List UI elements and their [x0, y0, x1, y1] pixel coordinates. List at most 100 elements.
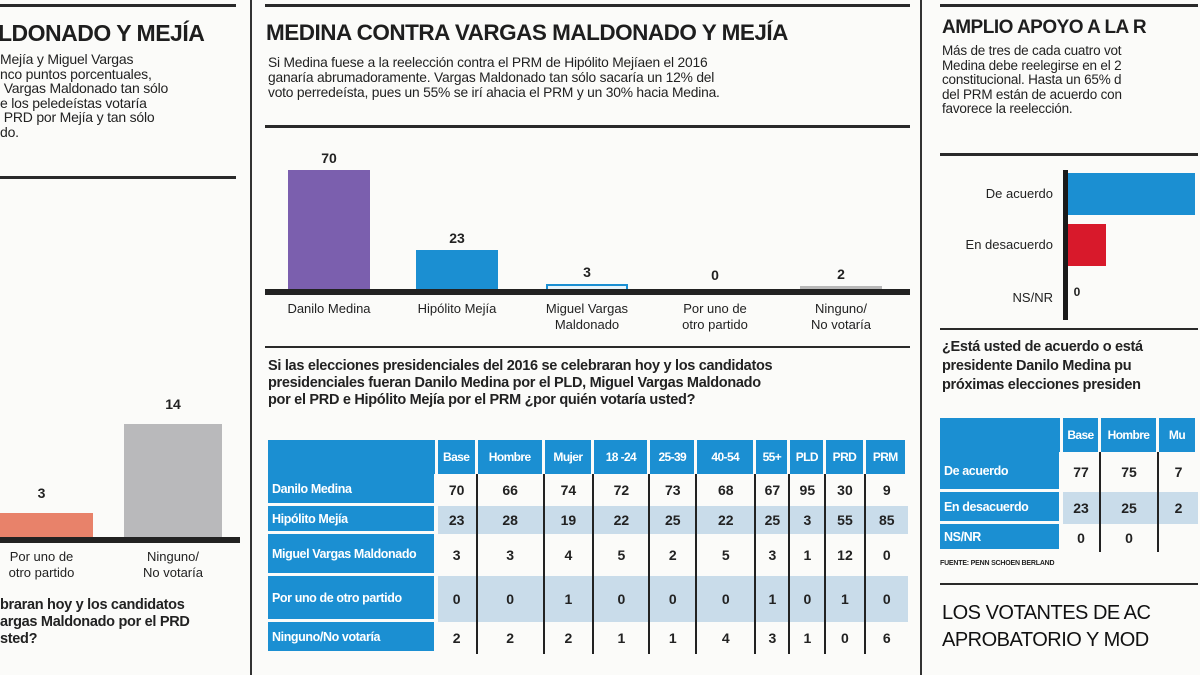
data-label: 23	[449, 229, 465, 246]
intro-rule	[265, 125, 910, 128]
table-row: Miguel Vargas Maldonado 3 3 4 5 2 5 3 1 12 0	[268, 534, 908, 576]
table-cell: 0	[1063, 524, 1101, 552]
column-header: Mu	[1159, 418, 1198, 452]
table-cell: 67	[756, 474, 791, 506]
table-cell: 4	[545, 534, 595, 576]
table-cell: 6	[882, 630, 891, 646]
table-cell: 2	[438, 622, 478, 654]
category-label: Miguel Vargas Maldonado	[545, 301, 629, 332]
column-header: Base	[437, 440, 478, 474]
bar	[546, 283, 628, 289]
center-intro: Si Medina fuese a la reelección contra e…	[268, 55, 720, 100]
table-cell: 7	[1174, 464, 1183, 480]
top-rule	[940, 4, 1198, 7]
table-cell: 23	[437, 506, 478, 534]
table-cell: 85	[865, 506, 908, 534]
table-cell: 22	[594, 506, 651, 534]
table-cell: 0	[594, 576, 651, 622]
data-label: 0	[1073, 285, 1081, 299]
center-question: Si las elecciones presidenciales del 201…	[268, 358, 773, 408]
table-cell: 3	[438, 534, 478, 576]
column-header: PRM	[865, 440, 908, 474]
column-header: Mujer	[544, 440, 595, 474]
row-label: Ninguno/No votaría	[268, 622, 438, 654]
data-label: 3	[583, 263, 591, 280]
chart-baseline	[0, 537, 240, 543]
center-title: MEDINA CONTRA VARGAS MALDONADO Y MEJÍA	[266, 20, 788, 45]
row-label: NS/NR	[940, 524, 1063, 552]
column-header: Hombre	[477, 440, 545, 474]
column-header: 25-39	[650, 440, 698, 474]
table-cell: 5	[594, 534, 651, 576]
table-cell: 4	[697, 622, 757, 654]
bottom-rule	[940, 583, 1198, 585]
left-title: LDONADO Y MEJÍA	[0, 20, 205, 46]
reelection-table: Base Hombre Mu De acuerdo 77 75 7 En desacuerdo…	[940, 418, 1198, 552]
table-cell: 0	[437, 576, 478, 622]
table-cell: 25	[756, 506, 791, 534]
table-cell: 95	[790, 474, 827, 506]
table-row: Por uno de otro partido 0 0 1 0 0 0 1 0 1 0	[268, 576, 908, 622]
left-intro: Mejía y Miguel Vargas nco puntos porcent…	[0, 51, 169, 140]
row-label: Hipólito Mejía	[268, 506, 438, 534]
column-header: PRD	[826, 440, 866, 474]
right-intro: Más de tres de cada cuatro vot Medina de…	[942, 43, 1122, 116]
table-cell: 68	[697, 474, 757, 506]
left-question: braran hoy y los candidatos argas Maldon…	[0, 597, 190, 647]
table-cell: 74	[545, 474, 595, 506]
category-label: Por uno de otro partido	[682, 301, 748, 332]
table-cell: 30	[826, 474, 866, 506]
data-label: 2	[837, 265, 845, 282]
table-row: NS/NR 0 0	[940, 524, 1198, 552]
table-cell: 73	[650, 474, 698, 506]
row-label: De acuerdo	[940, 452, 1063, 492]
table-cell: 9	[882, 482, 891, 498]
source-note: FUENTE: PENN SCHOEN BERLAND	[940, 560, 1055, 567]
table-row: De acuerdo 77 75 7	[940, 452, 1198, 492]
table-row: Hipólito Mejía 23 28 19 22 25 22 25 3 55 85	[268, 506, 908, 534]
data-label: 3	[37, 484, 46, 501]
table-row: Danilo Medina 70 66 74 72 73 68 67 95 30 9	[268, 474, 908, 506]
row-label: En desacuerdo	[940, 492, 1063, 524]
column-header: PLD	[790, 440, 827, 474]
chart-rule	[940, 328, 1198, 330]
table-cell: 25	[1101, 492, 1159, 524]
bar	[416, 249, 498, 289]
table-cell: 2	[545, 622, 595, 654]
header-corner	[940, 418, 1063, 452]
bar	[0, 512, 93, 537]
category-label: En desacuerdo	[965, 237, 1053, 252]
table-cell: 3	[790, 506, 827, 534]
table-cell: 1	[790, 534, 827, 576]
table-row: Ninguno/No votaría 2 2 2 1 1 4 3 1 0 6	[268, 622, 908, 654]
table-cell: 22	[697, 506, 757, 534]
row-label: Miguel Vargas Maldonado	[268, 534, 438, 576]
table-cell: 0	[865, 576, 908, 622]
table-cell: 3	[756, 534, 791, 576]
table-cell: 1	[650, 622, 698, 654]
column-divider	[920, 0, 922, 675]
table-cell: 0	[882, 547, 891, 563]
table-cell: 5	[697, 534, 757, 576]
chart-axis	[1063, 170, 1068, 320]
table-cell: 1	[790, 622, 827, 654]
column-header: 40-54	[697, 440, 757, 474]
data-label: 14	[165, 395, 181, 412]
top-rule	[265, 4, 910, 7]
table-cell: 72	[594, 474, 651, 506]
intro-rule	[940, 153, 1198, 156]
data-label: 70	[321, 150, 337, 166]
table-cell: 1	[826, 576, 866, 622]
category-label: NS/NR	[1012, 290, 1053, 305]
bar	[800, 285, 882, 289]
table-cell: 0	[477, 576, 545, 622]
table-cell: 70	[438, 474, 478, 506]
chart-rule	[265, 346, 910, 348]
right-title: AMPLIO APOYO A LA R	[942, 17, 1147, 38]
top-rule	[0, 4, 236, 7]
table-cell: 23	[1063, 492, 1101, 524]
table-cell: 75	[1101, 452, 1159, 492]
row-label: Por uno de otro partido	[268, 576, 438, 622]
table-row: En desacuerdo 23 25 2	[940, 492, 1198, 524]
table-cell: 66	[478, 474, 545, 506]
